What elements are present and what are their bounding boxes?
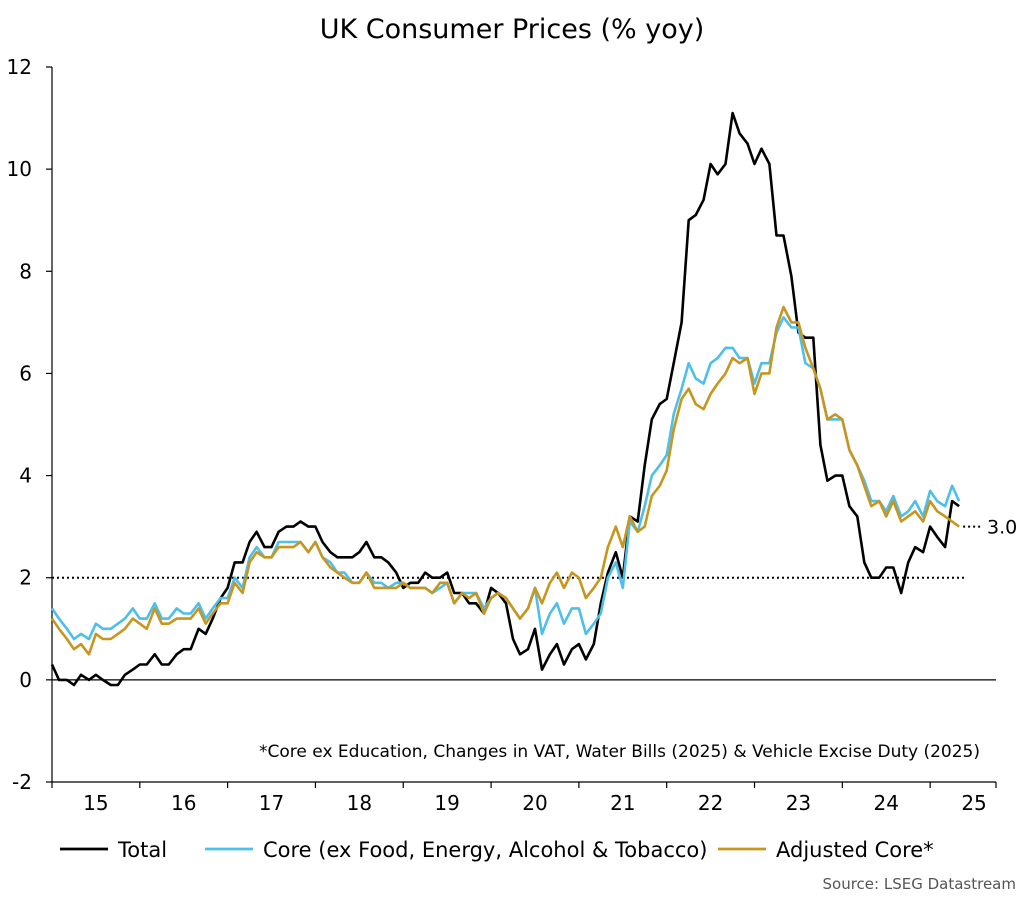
x-axis: 15 16 17 18 19 20 21 22 23 24 25	[51, 679, 997, 815]
source-note: Source: LSEG Datastream	[823, 875, 1016, 893]
x-tick-label: 20	[522, 791, 547, 815]
x-tick-label: 22	[698, 791, 723, 815]
y-tick-label: 2	[19, 566, 32, 590]
x-tick-label: 17	[259, 791, 284, 815]
legend: Total Core (ex Food, Energy, Alcohol & To…	[60, 838, 934, 862]
end-annotation-label: 3.0	[987, 517, 1017, 539]
x-tick-label: 21	[610, 791, 635, 815]
y-tick-label: 12	[7, 55, 32, 79]
x-tick-label: 16	[171, 791, 196, 815]
y-tick-label: 10	[7, 157, 32, 181]
series-core-line	[50, 316, 961, 641]
y-axis: -2 0 2 4 6 8 10 12	[7, 55, 53, 794]
x-tick-label: 24	[874, 791, 899, 815]
end-annotation: 3.0	[963, 517, 1017, 539]
x-tick-label: 19	[434, 791, 459, 815]
y-tick-label: 8	[19, 259, 32, 283]
x-tick-label: 18	[347, 791, 372, 815]
x-tick-label: 15	[83, 791, 108, 815]
x-tick-label: 25	[961, 791, 986, 815]
legend-total-label: Total	[117, 838, 167, 862]
series-adjusted-core-line	[50, 305, 960, 656]
legend-core-item: Core (ex Food, Energy, Alcohol & Tobacco…	[205, 838, 707, 862]
y-tick-label: -2	[12, 770, 32, 794]
legend-adjusted-core-item: Adjusted Core*	[718, 838, 934, 862]
series-lines	[50, 111, 961, 687]
legend-adjusted-core-label: Adjusted Core*	[776, 838, 934, 862]
y-tick-label: 0	[19, 668, 32, 692]
y-tick-label: 4	[19, 464, 32, 488]
x-tick-label: 23	[786, 791, 811, 815]
chart-title: UK Consumer Prices (% yoy)	[320, 14, 705, 45]
footnote: *Core ex Education, Changes in VAT, Wate…	[259, 742, 980, 762]
y-tick-label: 6	[19, 361, 32, 385]
legend-total-item: Total	[60, 838, 167, 862]
legend-core-label: Core (ex Food, Energy, Alcohol & Tobacco…	[263, 838, 707, 862]
series-total-line	[50, 111, 960, 687]
